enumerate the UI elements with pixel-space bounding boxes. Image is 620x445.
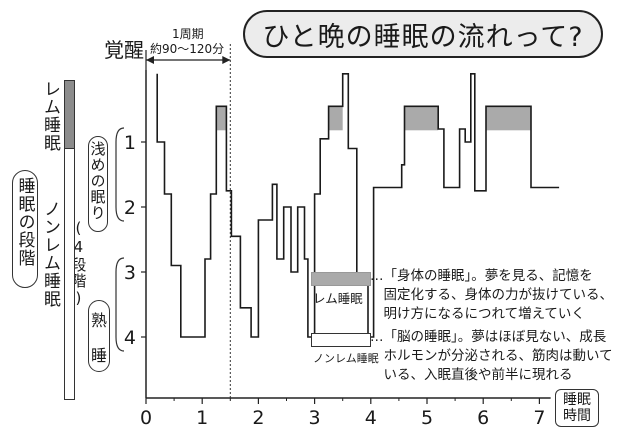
rem-side-label: レム睡眠 xyxy=(40,80,60,152)
rem-side-bar xyxy=(64,80,75,150)
cycle-label: 1周期 xyxy=(172,27,204,41)
y-tick-label: 4 xyxy=(124,327,136,349)
x-unit-box: 睡眠 時間 xyxy=(555,389,599,427)
legend-rem-desc: …「身体の睡眠」。夢を見る、記憶を 固定化する、身体の力が抜けている、 明け方に… xyxy=(370,268,613,322)
cycle-arrow-left xyxy=(146,56,154,64)
nonrem-side-bar xyxy=(64,148,75,400)
rem-segment xyxy=(404,106,439,131)
x-unit-line2: 時間 xyxy=(563,408,591,424)
y-top-label: 覚醒 xyxy=(104,38,144,62)
rem-segment xyxy=(328,106,343,131)
x-tick-label: 7 xyxy=(533,407,545,429)
rem-segment xyxy=(486,106,531,131)
chart-title: ひと晩の睡眠の流れって? xyxy=(243,10,603,58)
sleep-stage-line xyxy=(156,73,560,338)
deep-sleep-label-a: 熟 xyxy=(90,310,107,330)
sleep-stage-box: 睡眠の段階 xyxy=(12,170,38,288)
x-tick-label: 6 xyxy=(477,407,489,429)
nonrem-main-label: ノンレム睡眠 xyxy=(40,200,60,308)
legend-rem-swatch xyxy=(311,272,371,286)
x-tick-label: 1 xyxy=(196,407,208,429)
legend-rem-label: レム睡眠 xyxy=(313,291,363,306)
rem-segment xyxy=(216,106,227,131)
light-sleep-box: 浅めの眠り xyxy=(88,136,108,232)
legend-nonrem-swatch xyxy=(311,333,371,347)
y-tick-label: 3 xyxy=(124,262,136,284)
chart-title-text: ひと晩の睡眠の流れって? xyxy=(262,21,584,53)
x-unit-line1: 睡眠 xyxy=(563,392,591,408)
x-tick-label: 4 xyxy=(365,407,377,429)
deep-sleep-bracket xyxy=(115,257,125,352)
deep-sleep-label-b: 睡 xyxy=(90,345,107,365)
x-tick-label: 5 xyxy=(421,407,433,429)
y-tick-label: 1 xyxy=(124,132,136,154)
legend-nonrem-desc: …「脳の睡眠」。夢はほぼ見ない、成長 ホルモンが分泌される、筋肉は動いて いる、… xyxy=(370,329,613,383)
x-tick-label: 2 xyxy=(252,407,264,429)
deep-sleep-box: 熟 睡 xyxy=(88,300,110,372)
light-sleep-bracket xyxy=(115,127,125,222)
cycle-range: 約90〜120分 xyxy=(150,42,225,56)
y-tick-label: 2 xyxy=(124,197,136,219)
light-sleep-label: 浅めの眠り xyxy=(88,141,107,221)
cycle-arrow-right xyxy=(222,56,231,64)
x-tick-label: 3 xyxy=(309,407,321,429)
x-tick-label: 0 xyxy=(140,407,152,429)
sleep-stage-label: 睡眠の段階 xyxy=(14,177,35,267)
legend-nonrem-label: ノンレム睡眠 xyxy=(313,352,379,365)
